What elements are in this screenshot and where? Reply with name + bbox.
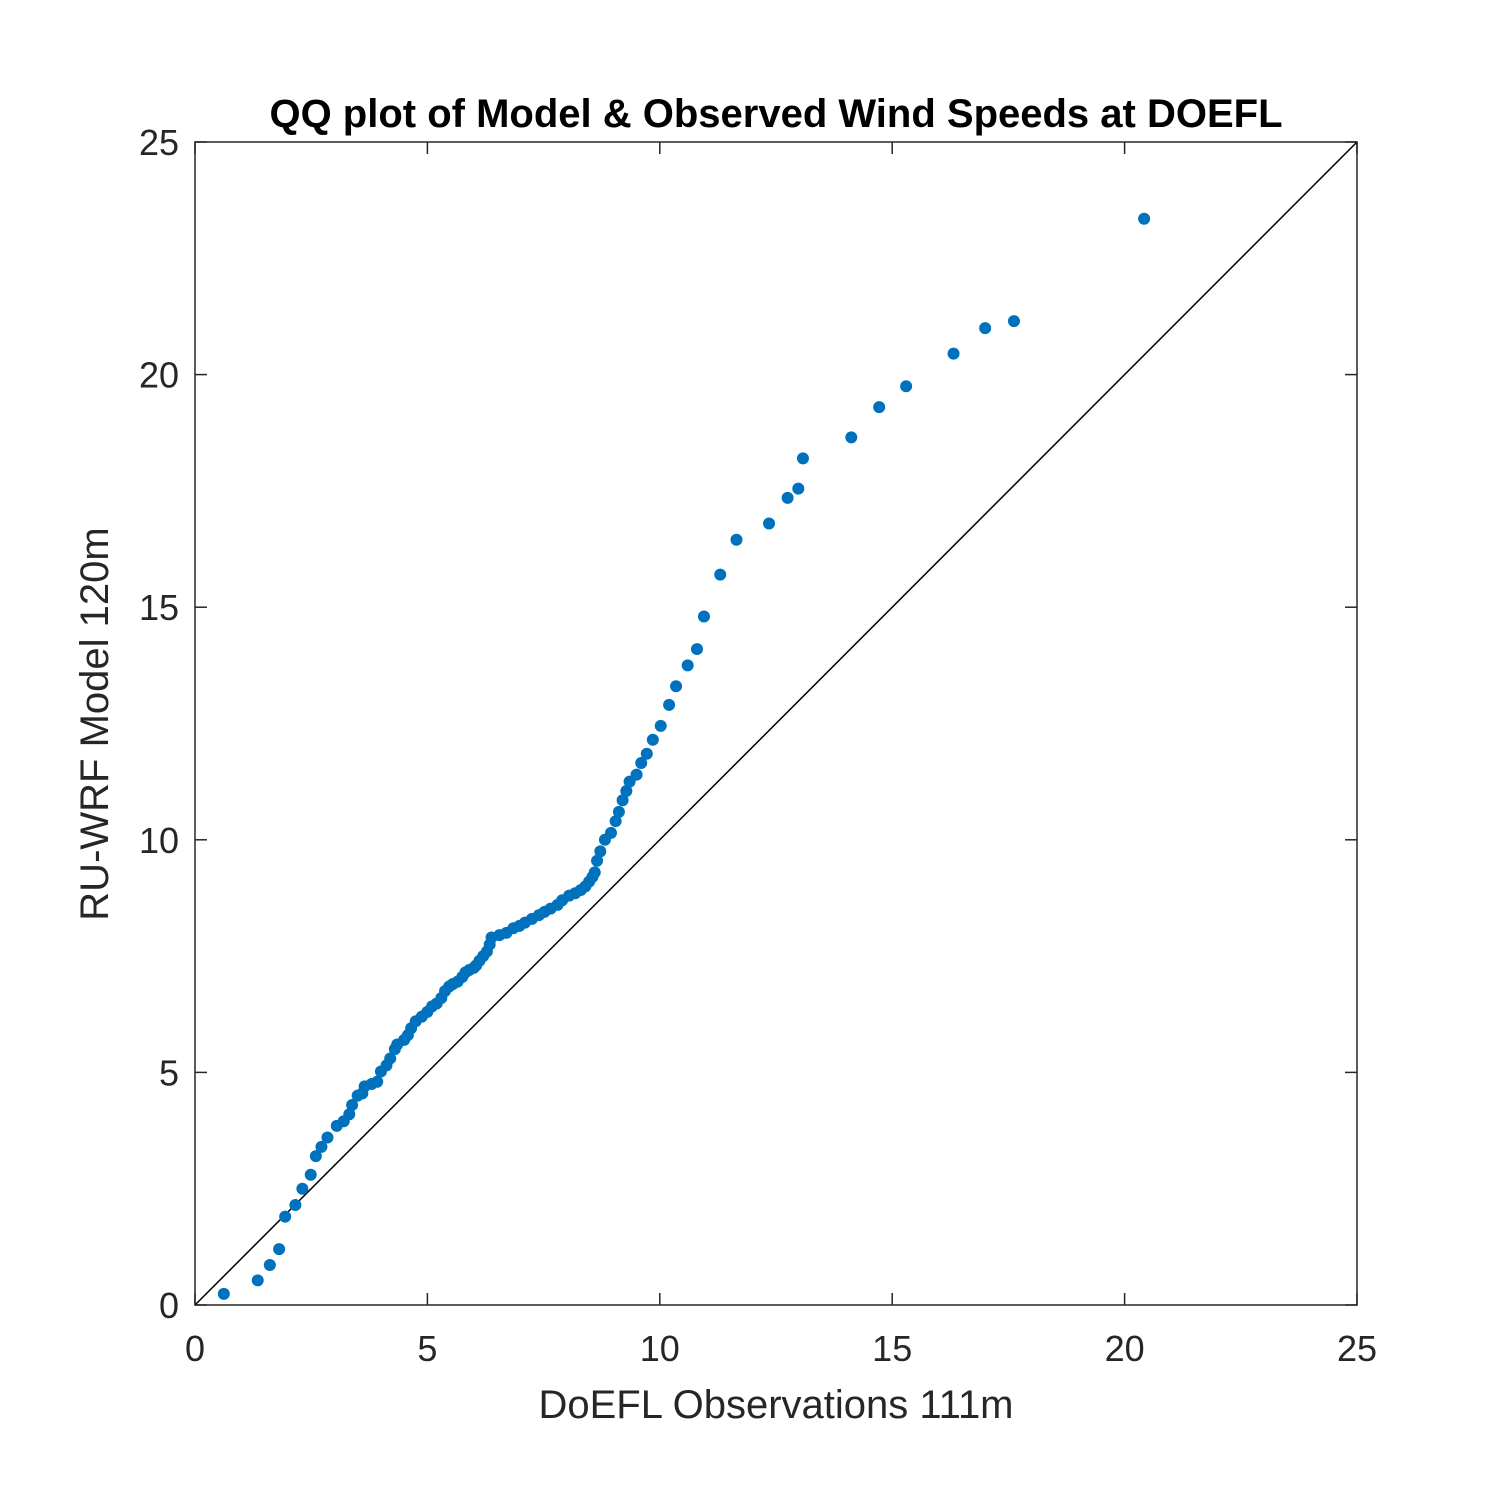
data-point <box>588 866 601 879</box>
data-point <box>609 815 622 828</box>
data-point <box>296 1182 309 1195</box>
data-point <box>670 680 683 693</box>
y-tick-label: 10 <box>139 820 179 861</box>
data-point <box>384 1052 397 1065</box>
data-point <box>217 1287 230 1300</box>
x-tick-label: 5 <box>417 1328 437 1369</box>
data-point <box>900 380 913 393</box>
data-point <box>873 401 886 414</box>
data-point <box>781 491 794 504</box>
data-point <box>635 757 648 770</box>
y-tick-label: 5 <box>159 1052 179 1093</box>
data-point <box>763 517 776 530</box>
x-tick-label: 20 <box>1105 1328 1145 1369</box>
x-tick-label: 0 <box>185 1328 205 1369</box>
data-point <box>640 747 653 760</box>
data-points <box>217 212 1151 1300</box>
data-point <box>273 1243 286 1256</box>
y-tick-label: 15 <box>139 587 179 628</box>
data-point <box>594 845 607 858</box>
x-tick-label: 15 <box>872 1328 912 1369</box>
data-point <box>796 452 809 465</box>
data-point <box>792 482 805 495</box>
data-point <box>714 568 727 581</box>
y-tick-label: 20 <box>139 355 179 396</box>
data-point <box>315 1140 328 1153</box>
data-point <box>343 1108 356 1121</box>
data-point <box>251 1274 264 1287</box>
data-point <box>1138 212 1151 225</box>
data-point <box>654 719 667 732</box>
data-point <box>697 610 710 623</box>
data-point <box>604 826 617 839</box>
data-point <box>371 1075 384 1088</box>
x-tick-label: 10 <box>640 1328 680 1369</box>
reference-line <box>194 141 1358 1306</box>
x-axis-label: DoEFL Observations 111m <box>538 1383 1013 1427</box>
data-point <box>630 768 643 781</box>
data-point <box>845 431 858 444</box>
axis-ticks: 0 5 10 15 20 25 0 5 10 15 20 25 <box>139 122 1377 1369</box>
data-point <box>591 854 604 867</box>
data-point <box>279 1210 292 1223</box>
data-point <box>321 1131 334 1144</box>
data-point <box>346 1098 359 1111</box>
data-point <box>730 533 743 546</box>
data-point <box>620 784 633 797</box>
data-point <box>309 1150 322 1163</box>
data-point <box>263 1258 276 1271</box>
data-point <box>681 659 694 672</box>
chart-title: QQ plot of Model & Observed Wind Speeds … <box>269 92 1282 136</box>
data-point <box>646 733 659 746</box>
data-point <box>1007 315 1020 328</box>
data-point <box>947 347 960 360</box>
y-axis-label: RU-WRF Model 120m <box>73 527 117 920</box>
reference-line-layer <box>194 141 1358 1306</box>
data-point <box>612 805 625 818</box>
y-tick-label: 25 <box>139 122 179 163</box>
data-point <box>616 794 629 807</box>
data-point <box>979 322 992 335</box>
x-tick-label: 25 <box>1337 1328 1377 1369</box>
data-point <box>289 1198 302 1211</box>
data-point <box>304 1168 317 1181</box>
data-point <box>663 698 676 711</box>
y-tick-label: 0 <box>159 1285 179 1326</box>
data-point <box>690 643 703 656</box>
